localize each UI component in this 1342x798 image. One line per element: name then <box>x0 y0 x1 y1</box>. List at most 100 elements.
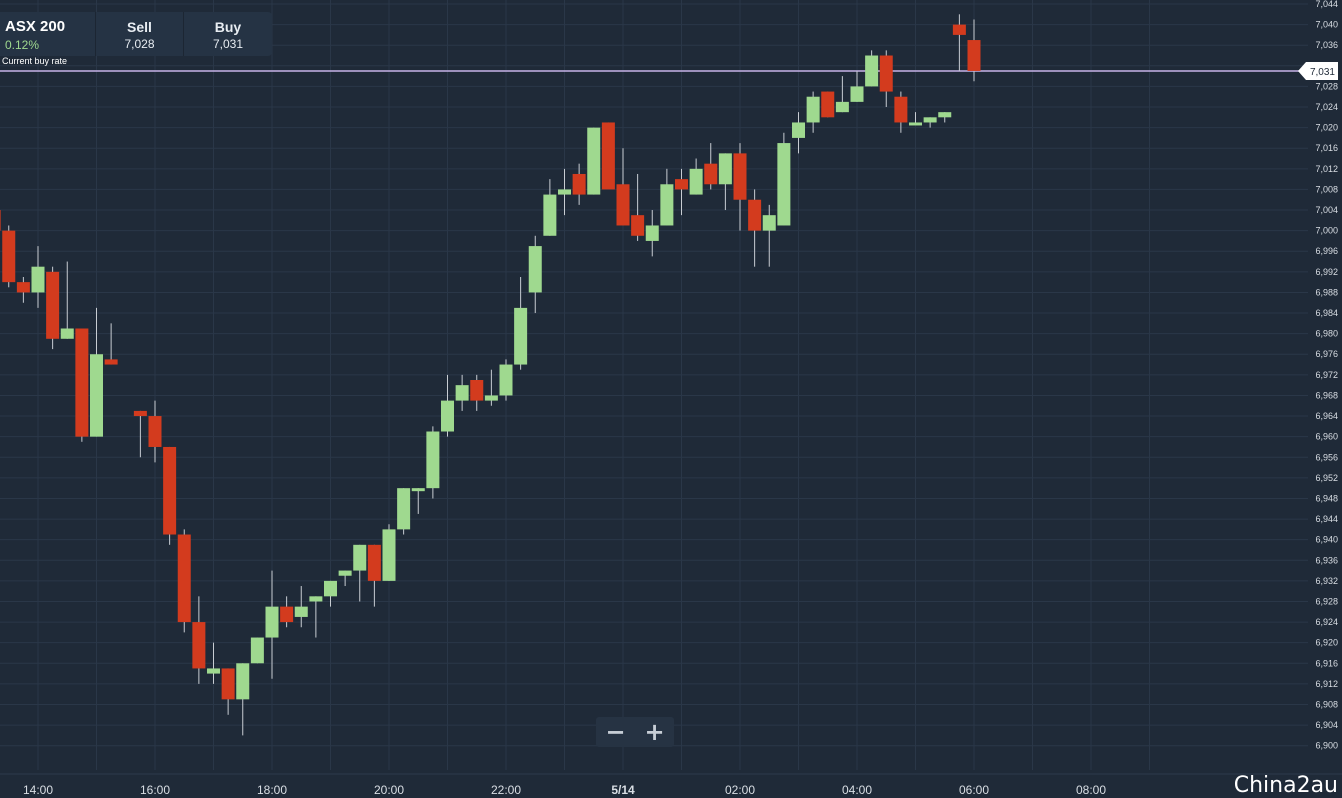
candle-body <box>236 663 250 700</box>
candle-body <box>338 570 352 576</box>
candle-down <box>967 19 981 82</box>
candle-up <box>645 210 659 257</box>
y-tick-label: 7,036 <box>1315 40 1338 50</box>
candle-body <box>60 328 74 339</box>
sell-button[interactable]: Sell 7,028 <box>96 12 184 56</box>
candle-body <box>718 153 732 185</box>
y-tick-label: 6,912 <box>1315 679 1338 689</box>
candle-body <box>528 246 542 293</box>
y-tick-label: 6,980 <box>1315 329 1338 339</box>
candle-up <box>60 261 74 339</box>
zoom-out-button[interactable]: − <box>605 718 626 746</box>
y-tick-label: 7,008 <box>1315 184 1338 194</box>
candle-up <box>484 369 498 406</box>
candle-down <box>280 596 294 628</box>
candle-body <box>645 225 659 241</box>
candle-body <box>850 86 864 102</box>
candle-up <box>835 76 849 113</box>
y-tick-label: 6,952 <box>1315 473 1338 483</box>
candle-up <box>455 374 469 411</box>
candle-body <box>75 328 89 437</box>
candle-body <box>382 529 396 581</box>
candle-body <box>207 668 220 674</box>
x-tick-label: 08:00 <box>1076 783 1106 797</box>
candle-body <box>90 354 103 437</box>
candle-up <box>338 570 352 587</box>
candle-body <box>675 179 688 190</box>
x-tick-label: 16:00 <box>140 783 170 797</box>
candle-body <box>133 410 147 417</box>
candle-body <box>192 622 206 669</box>
current-price-tag: 7,031 <box>1298 61 1338 80</box>
y-tick-label: 7,016 <box>1315 143 1338 153</box>
y-tick-label: 6,904 <box>1315 720 1338 730</box>
candle-down <box>821 91 835 118</box>
candle-down <box>952 14 966 71</box>
candle-up <box>660 168 674 226</box>
candle-up <box>718 153 732 211</box>
candle-body <box>631 215 645 236</box>
zoom-in-button[interactable]: + <box>644 718 665 746</box>
y-tick-label: 6,992 <box>1315 267 1338 277</box>
y-tick-label: 6,964 <box>1315 411 1338 421</box>
candle-down <box>163 446 177 545</box>
candle-down <box>177 529 191 633</box>
candle-up <box>528 235 542 314</box>
x-tick-label: 5/14 <box>611 783 635 797</box>
candle-down <box>470 374 484 411</box>
x-tick-label: 20:00 <box>374 783 404 797</box>
y-tick-label: 6,956 <box>1315 452 1338 462</box>
candle-down <box>2 225 16 288</box>
y-tick-label: 6,972 <box>1315 370 1338 380</box>
y-tick-label: 6,908 <box>1315 699 1338 709</box>
candle-body <box>309 596 323 602</box>
candle-up <box>294 586 308 628</box>
candle-up <box>207 642 220 684</box>
y-tick-label: 7,044 <box>1315 0 1338 9</box>
candle-up <box>426 426 440 499</box>
candle-body <box>952 24 966 35</box>
candle-body <box>324 580 337 597</box>
y-tick-label: 6,936 <box>1315 555 1338 565</box>
candle-body <box>353 544 367 571</box>
y-tick-label: 7,020 <box>1315 123 1338 133</box>
candle-body <box>16 282 30 293</box>
x-tick-label: 18:00 <box>257 783 287 797</box>
candle-up <box>397 488 411 535</box>
candle-down <box>148 400 162 463</box>
buy-price: 7,031 <box>212 37 244 51</box>
candle-up <box>31 246 45 308</box>
y-tick-label: 6,968 <box>1315 390 1338 400</box>
candle-down <box>572 163 586 205</box>
candle-body <box>704 163 718 185</box>
candle-body <box>411 488 425 492</box>
candle-down <box>879 50 893 108</box>
candle-down <box>748 189 762 267</box>
candle-body <box>792 122 805 138</box>
instrument-summary: ASX 200 0.12% <box>0 12 96 56</box>
y-tick-label: 6,940 <box>1315 535 1338 545</box>
candle-down <box>894 91 908 133</box>
candle-body <box>821 91 835 118</box>
y-tick-label: 6,984 <box>1315 308 1338 318</box>
chart-grid <box>0 0 1342 775</box>
candle-body <box>689 168 703 195</box>
y-tick-label: 6,948 <box>1315 493 1338 503</box>
y-tick-label: 6,924 <box>1315 617 1338 627</box>
candle-down <box>192 596 206 684</box>
candle-up <box>236 663 250 736</box>
candle-body <box>250 637 264 664</box>
zoom-controls: − + <box>596 717 674 747</box>
y-tick-label: 6,928 <box>1315 596 1338 606</box>
candle-body <box>777 143 791 226</box>
current-price-tag-label: 7,031 <box>1310 67 1335 78</box>
candle-up <box>353 544 367 602</box>
candle-body <box>967 40 981 71</box>
candle-body <box>367 544 381 581</box>
candle-body <box>616 184 630 226</box>
candle-up <box>411 488 425 514</box>
candle-body <box>163 446 177 535</box>
buy-button[interactable]: Buy 7,031 <box>184 12 272 56</box>
candle-body <box>31 266 45 293</box>
